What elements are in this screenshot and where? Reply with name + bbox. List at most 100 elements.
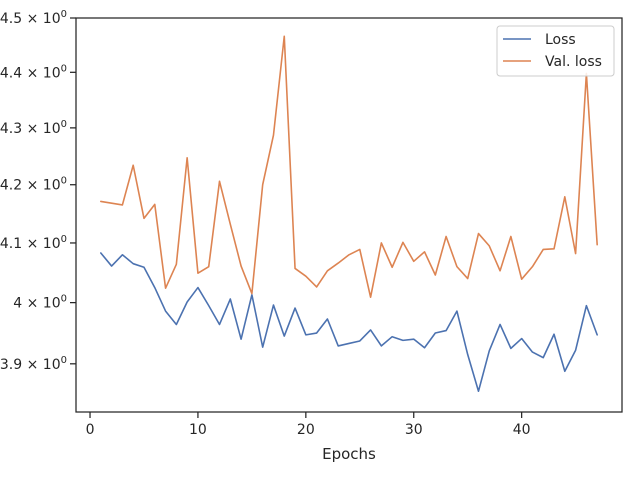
data-point bbox=[359, 340, 361, 342]
y-tick-label: 4.3 × 100 bbox=[0, 119, 67, 137]
data-point bbox=[369, 329, 371, 331]
data-point bbox=[100, 200, 102, 202]
data-point bbox=[326, 270, 328, 272]
data-point bbox=[164, 310, 166, 312]
data-point bbox=[186, 157, 188, 159]
data-point bbox=[380, 242, 382, 244]
data-point bbox=[208, 265, 210, 267]
data-point bbox=[445, 235, 447, 237]
data-point bbox=[391, 266, 393, 268]
data-point bbox=[164, 287, 166, 289]
data-point bbox=[520, 337, 522, 339]
x-tick-label: 0 bbox=[86, 422, 95, 438]
y-tick-times: × bbox=[22, 121, 43, 137]
data-point bbox=[337, 345, 339, 347]
x-tick-label: 30 bbox=[405, 422, 423, 438]
y-tick-times: × bbox=[22, 11, 43, 27]
data-point bbox=[208, 304, 210, 306]
axes-frame bbox=[75, 17, 623, 413]
y-tick-label: 4 × 100 bbox=[13, 294, 67, 312]
data-point bbox=[553, 333, 555, 335]
data-point bbox=[132, 262, 134, 264]
series-layer bbox=[100, 35, 598, 393]
data-point bbox=[574, 252, 576, 254]
data-point bbox=[283, 35, 285, 37]
data-point bbox=[229, 223, 231, 225]
data-point bbox=[413, 338, 415, 340]
data-point bbox=[283, 335, 285, 337]
data-point bbox=[574, 349, 576, 351]
data-point bbox=[488, 245, 490, 247]
y-tick-exponent: 0 bbox=[61, 176, 67, 187]
data-point bbox=[272, 134, 274, 136]
data-point bbox=[143, 266, 145, 268]
y-tick-base: 10 bbox=[43, 121, 61, 137]
data-point bbox=[305, 275, 307, 277]
data-point bbox=[110, 202, 112, 204]
data-point bbox=[100, 252, 102, 254]
y-tick-exponent: 0 bbox=[61, 355, 67, 366]
y-tick-base: 10 bbox=[43, 11, 61, 27]
y-tick-base: 10 bbox=[43, 236, 61, 252]
legend-label-0: Loss bbox=[545, 32, 576, 48]
data-point bbox=[218, 180, 220, 182]
y-tick-times: × bbox=[22, 357, 43, 373]
y-tick-exponent: 0 bbox=[61, 9, 67, 20]
y-tick-exponent: 0 bbox=[61, 234, 67, 245]
data-point bbox=[132, 164, 134, 166]
data-point bbox=[585, 304, 587, 306]
data-point bbox=[488, 350, 490, 352]
y-tick-mantissa: 4.5 bbox=[0, 11, 22, 27]
data-point bbox=[564, 370, 566, 372]
y-tick-times: × bbox=[22, 178, 43, 194]
data-point bbox=[531, 351, 533, 353]
y-tick-mantissa: 4.1 bbox=[0, 236, 22, 252]
data-point bbox=[218, 323, 220, 325]
data-point bbox=[499, 323, 501, 325]
y-tick-base: 10 bbox=[43, 178, 61, 194]
data-point bbox=[434, 332, 436, 334]
data-point bbox=[315, 286, 317, 288]
x-tick-label: 40 bbox=[513, 422, 531, 438]
y-tick-label: 3.9 × 100 bbox=[0, 355, 67, 373]
y-tick-base: 10 bbox=[43, 296, 61, 312]
data-point bbox=[294, 267, 296, 269]
data-point bbox=[175, 263, 177, 265]
y-tick-mantissa: 4.2 bbox=[0, 178, 22, 194]
data-point bbox=[510, 347, 512, 349]
data-point bbox=[110, 265, 112, 267]
data-point bbox=[121, 204, 123, 206]
data-point bbox=[229, 298, 231, 300]
data-point bbox=[251, 292, 253, 294]
data-point bbox=[154, 286, 156, 288]
data-point bbox=[553, 248, 555, 250]
y-tick-mantissa: 4 bbox=[13, 296, 22, 312]
data-point bbox=[520, 278, 522, 280]
y-tick-mantissa: 3.9 bbox=[0, 357, 22, 373]
y-tick-exponent: 0 bbox=[61, 294, 67, 305]
series-line-1 bbox=[100, 35, 598, 299]
y-tick-times: × bbox=[22, 296, 43, 312]
data-point bbox=[369, 296, 371, 298]
data-point bbox=[348, 342, 350, 344]
data-point bbox=[423, 251, 425, 253]
x-axis: 0 10 20 30 40 bbox=[86, 412, 531, 438]
data-point bbox=[197, 286, 199, 288]
x-tick-label: 10 bbox=[189, 422, 207, 438]
data-point bbox=[510, 235, 512, 237]
y-tick-exponent: 0 bbox=[61, 63, 67, 74]
data-point bbox=[348, 254, 350, 256]
legend-label-1: Val. loss bbox=[545, 54, 602, 70]
y-tick-label: 4.5 × 100 bbox=[0, 9, 67, 27]
data-point bbox=[154, 203, 156, 205]
data-point bbox=[423, 347, 425, 349]
data-point bbox=[175, 323, 177, 325]
data-point bbox=[434, 274, 436, 276]
data-point bbox=[477, 390, 479, 392]
x-tick-label: 20 bbox=[297, 422, 315, 438]
data-point bbox=[402, 339, 404, 341]
data-point bbox=[596, 334, 598, 336]
y-tick-label: 4.4 × 100 bbox=[0, 63, 67, 81]
